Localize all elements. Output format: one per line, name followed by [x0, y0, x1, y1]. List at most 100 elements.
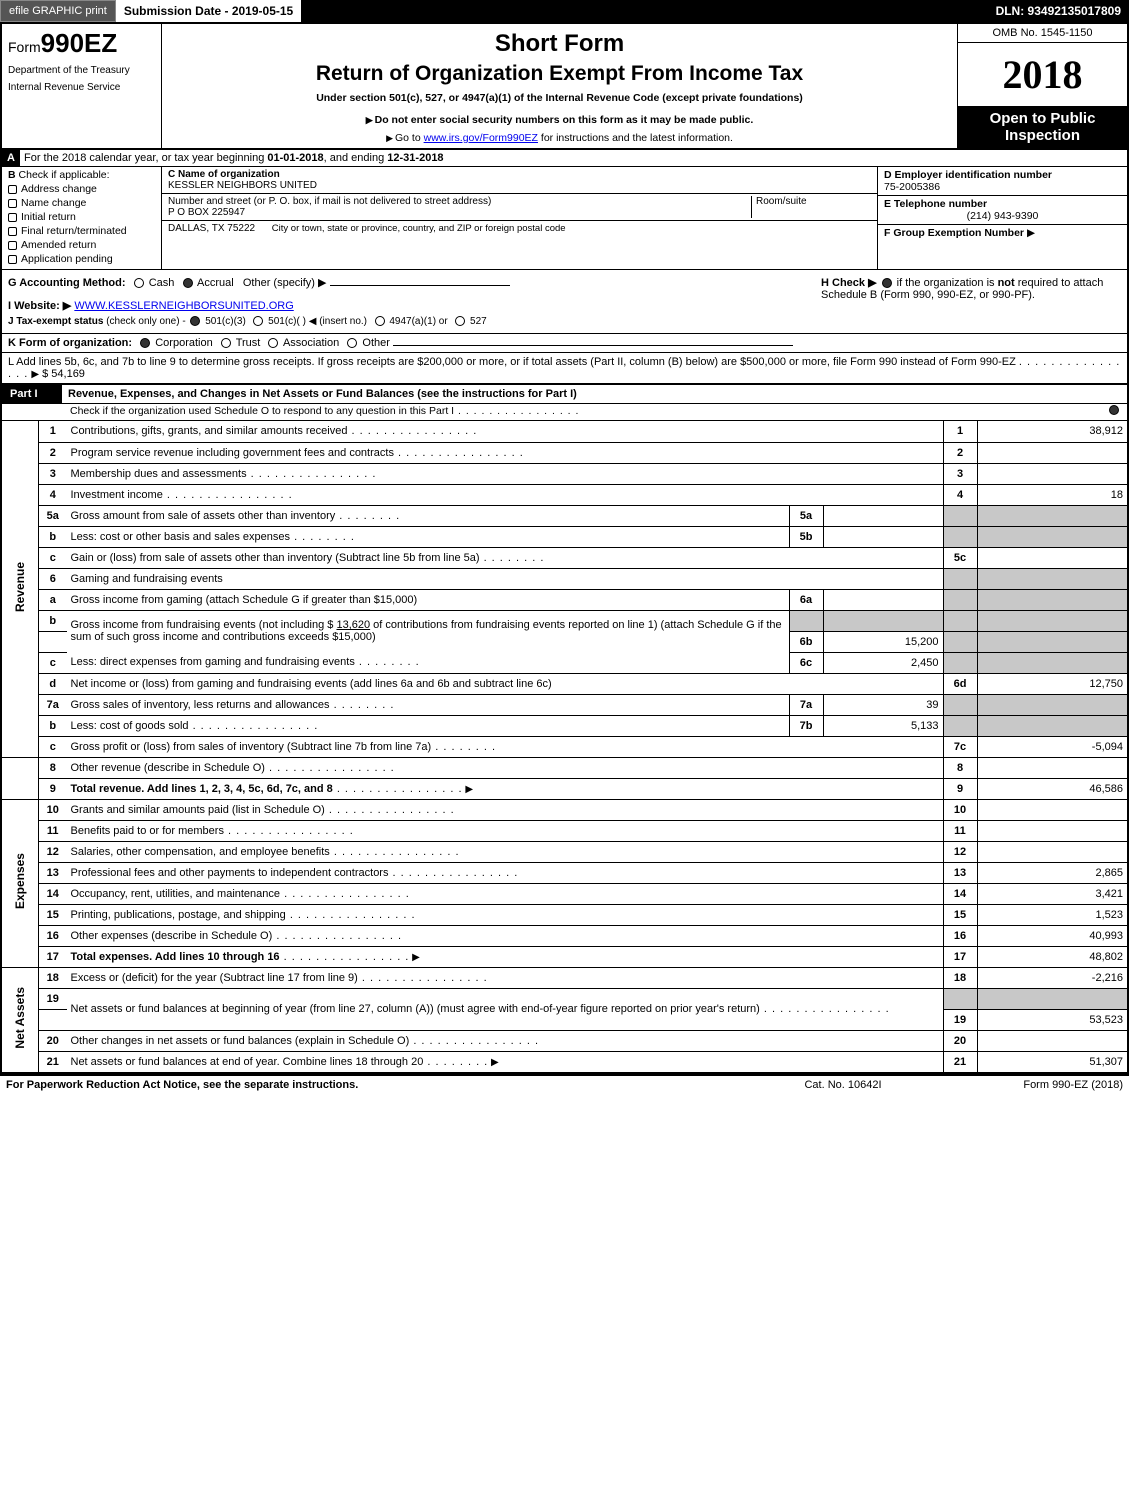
radio-icon[interactable] [140, 338, 150, 348]
a-pre: For the 2018 calendar year, or tax year … [24, 152, 267, 164]
shade-cell [977, 694, 1127, 715]
radio-icon[interactable] [347, 338, 357, 348]
line-desc: Other revenue (describe in Schedule O) [67, 757, 944, 778]
radio-icon[interactable] [455, 316, 465, 326]
chk-amended[interactable]: Amended return [8, 239, 155, 251]
k-label: K Form of organization: [8, 337, 132, 349]
line-num: 1 [39, 421, 67, 442]
open-public-badge: Open to Public Inspection [958, 106, 1127, 148]
arrow-icon: ▶ [1027, 227, 1035, 239]
radio-icon[interactable] [253, 316, 263, 326]
line-col: 21 [943, 1051, 977, 1072]
a-mid: , and ending [324, 152, 388, 164]
table-row: 2 Program service revenue including gove… [2, 442, 1127, 463]
do-not-text: Do not enter social security numbers on … [375, 114, 754, 126]
radio-icon[interactable] [134, 278, 144, 288]
line-val [977, 547, 1127, 568]
a-begin: 01-01-2018 [267, 152, 323, 164]
line-num: 16 [39, 925, 67, 946]
chk-final-return[interactable]: Final return/terminated [8, 225, 155, 237]
line-col: 18 [943, 967, 977, 988]
i-website: I Website: ▶ WWW.KESSLERNEIGHBORSUNITED.… [8, 299, 821, 312]
form-number: Form990EZ [8, 28, 155, 59]
tax-year: 2018 [958, 43, 1127, 106]
checkbox-icon[interactable] [1109, 405, 1119, 415]
radio-icon[interactable] [190, 316, 200, 326]
sub-val [823, 505, 943, 526]
line-desc: Gross income from fundraising events (no… [67, 610, 790, 652]
footer-mid: Cat. No. 10642I [743, 1079, 943, 1091]
goto-link[interactable]: www.irs.gov/Form990EZ [424, 132, 538, 144]
sub-val [823, 589, 943, 610]
footer: For Paperwork Reduction Act Notice, see … [0, 1075, 1129, 1094]
arrow-icon [463, 783, 473, 795]
table-row: 8 Other revenue (describe in Schedule O)… [2, 757, 1127, 778]
j-label: J Tax-exempt status [8, 316, 106, 327]
shade-cell [943, 988, 977, 1009]
l6b-amount: 13,620 [336, 619, 370, 631]
line-col: 7c [943, 736, 977, 757]
website-link[interactable]: WWW.KESSLERNEIGHBORSUNITED.ORG [74, 300, 293, 312]
line-num: d [39, 673, 67, 694]
table-row: 16 Other expenses (describe in Schedule … [2, 925, 1127, 946]
line-desc: Gross profit or (loss) from sales of inv… [67, 736, 944, 757]
line-num: 4 [39, 484, 67, 505]
line-col: 5c [943, 547, 977, 568]
line-num: c [39, 547, 67, 568]
omb-number: OMB No. 1545-1150 [958, 24, 1127, 43]
arrow-icon [386, 132, 395, 144]
table-row: b Gross income from fundraising events (… [2, 610, 1127, 631]
line-col: 6d [943, 673, 977, 694]
sub-col: 5a [789, 505, 823, 526]
ein-value: 75-2005386 [884, 181, 940, 193]
line-val [977, 820, 1127, 841]
shade-cell [943, 568, 977, 589]
e-label: E Telephone number [884, 198, 987, 210]
table-row: 7a Gross sales of inventory, less return… [2, 694, 1127, 715]
line-col: 10 [943, 799, 977, 820]
shade-cell [943, 526, 977, 547]
line-num: a [39, 589, 67, 610]
form-container: Form990EZ Department of the Treasury Int… [0, 22, 1129, 1075]
radio-icon[interactable] [268, 338, 278, 348]
line-desc: Contributions, gifts, grants, and simila… [67, 421, 944, 442]
chk-initial-return[interactable]: Initial return [8, 211, 155, 223]
line-num: 15 [39, 904, 67, 925]
radio-icon[interactable] [375, 316, 385, 326]
line-desc: Total expenses. Add lines 10 through 16 [67, 946, 944, 967]
chk-address-change[interactable]: Address change [8, 183, 155, 195]
line-col: 20 [943, 1030, 977, 1051]
sub-val: 2,450 [823, 652, 943, 673]
shade-cell [789, 610, 823, 631]
line-desc: Gross amount from sale of assets other t… [67, 505, 790, 526]
line-val: 46,586 [977, 778, 1127, 799]
sub-val: 39 [823, 694, 943, 715]
line-val: 12,750 [977, 673, 1127, 694]
line-val [977, 463, 1127, 484]
shade-cell [977, 715, 1127, 736]
chk-name-change[interactable]: Name change [8, 197, 155, 209]
submission-date: Submission Date - 2019-05-15 [116, 0, 301, 22]
line-desc: Net income or (loss) from gaming and fun… [67, 673, 944, 694]
g-accounting: G Accounting Method: Cash Accrual Other … [8, 276, 821, 289]
radio-icon[interactable] [183, 278, 193, 288]
checkbox-icon[interactable] [882, 278, 892, 288]
sub-col: 7b [789, 715, 823, 736]
line-col: 19 [943, 1009, 977, 1030]
shade-cell [977, 631, 1127, 652]
form-prefix: Form [8, 39, 41, 55]
shade-cell [977, 526, 1127, 547]
efile-print-button[interactable]: efile GRAPHIC print [0, 0, 116, 22]
line-num: 6 [39, 568, 67, 589]
room-label: Room/suite [756, 196, 807, 207]
line-desc: Net assets or fund balances at beginning… [67, 988, 944, 1030]
sidecat-revenue-cont [2, 757, 39, 799]
line-desc: Less: cost of goods sold [67, 715, 790, 736]
part1-label: Part I [2, 385, 62, 403]
line-val: 18 [977, 484, 1127, 505]
f-label: F Group Exemption Number [884, 227, 1024, 239]
address-cell: Number and street (or P. O. box, if mail… [162, 194, 877, 221]
dept-irs: Internal Revenue Service [8, 82, 155, 93]
radio-icon[interactable] [221, 338, 231, 348]
chk-pending[interactable]: Application pending [8, 253, 155, 265]
